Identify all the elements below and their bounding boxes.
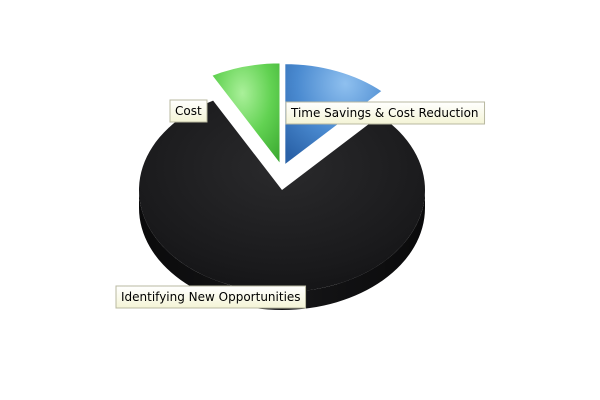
pie-slice-label-text: Cost xyxy=(175,104,202,118)
pie-slice-side xyxy=(139,190,425,310)
pie-slice-label: Identifying New Opportunities xyxy=(115,285,307,309)
pie-slice-label-text: Identifying New Opportunities xyxy=(121,290,301,304)
pie-slice[interactable] xyxy=(210,61,282,167)
pie-slice-label-box xyxy=(285,101,486,125)
pie-slice-label-box xyxy=(169,99,208,123)
pie-slice-label: Time Savings & Cost Reduction xyxy=(285,101,486,125)
pie-slice-label-text: Time Savings & Cost Reduction xyxy=(290,106,479,120)
pie-slice-label: Cost xyxy=(169,99,208,123)
pie-slice-label-box xyxy=(115,285,307,309)
pie-slice[interactable] xyxy=(138,100,425,292)
